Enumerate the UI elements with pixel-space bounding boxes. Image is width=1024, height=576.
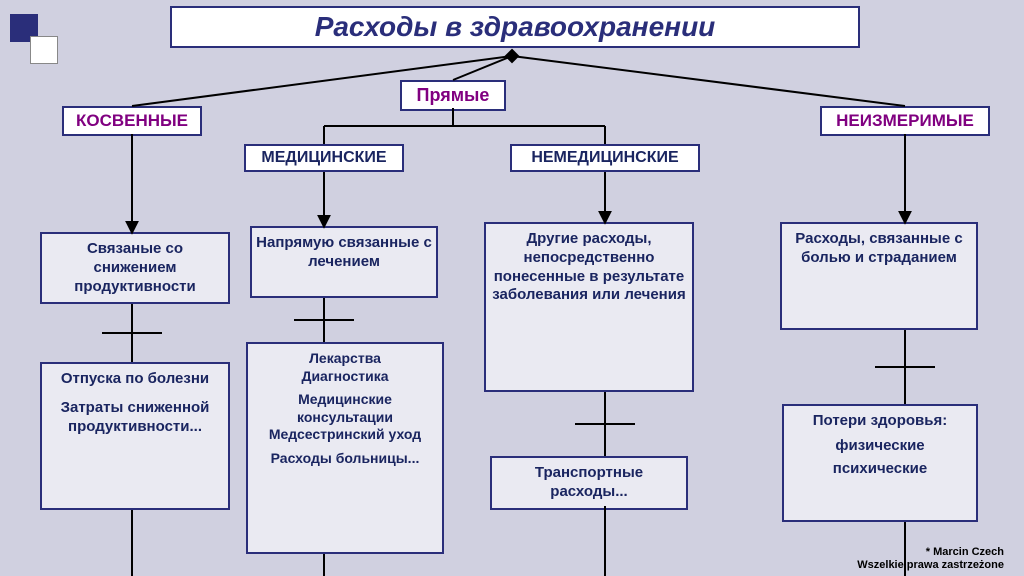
box-nonmedical-desc: Другие расходы, непосредственно понесенн…: [484, 222, 694, 392]
text-line: Отпуска по болезни: [46, 370, 224, 389]
box-medical-desc: Напрямую связанные с лечением: [250, 226, 438, 298]
text-line: Затраты сниженной продуктивности...: [46, 399, 224, 437]
category-intangible: НЕИЗМЕРИМЫЕ: [820, 106, 990, 136]
box-indirect-examples: Отпуска по болезни Затраты сниженной про…: [40, 362, 230, 510]
box-indirect-desc: Связаные со снижением продуктивности: [40, 232, 230, 304]
text-line: психические: [788, 460, 972, 479]
box-intangible-desc: Расходы, связанные с болью и страданием: [780, 222, 978, 330]
page-title: Расходы в здравоохранении: [170, 6, 860, 48]
footer-credit: * Marcin Czech Wszelkie prawa zastrzeżon…: [857, 546, 1004, 572]
box-nonmedical-examples: Транспортные расходы...: [490, 456, 688, 510]
footer-rights: Wszelkie prawa zastrzeżone: [857, 559, 1004, 571]
category-direct: Прямые: [400, 80, 506, 111]
text-line: Потери здоровья:: [788, 412, 972, 431]
text-line: Лекарства: [252, 350, 438, 368]
footer-author: * Marcin Czech: [926, 546, 1004, 558]
box-medical-examples: Лекарства Диагностика Медицинские консул…: [246, 342, 444, 554]
category-indirect: КОСВЕННЫЕ: [62, 106, 202, 136]
text-line: Медицинские консультации: [252, 391, 438, 426]
decor-square-white: [30, 36, 58, 64]
text-line: Диагностика: [252, 368, 438, 386]
category-nonmedical: НЕМЕДИЦИНСКИЕ: [510, 144, 700, 172]
text-line: физические: [788, 437, 972, 456]
category-medical: МЕДИЦИНСКИЕ: [244, 144, 404, 172]
text-line: Медсестринский уход: [252, 426, 438, 444]
text-line: Расходы больницы...: [252, 450, 438, 468]
box-intangible-examples: Потери здоровья: физические психические: [782, 404, 978, 522]
